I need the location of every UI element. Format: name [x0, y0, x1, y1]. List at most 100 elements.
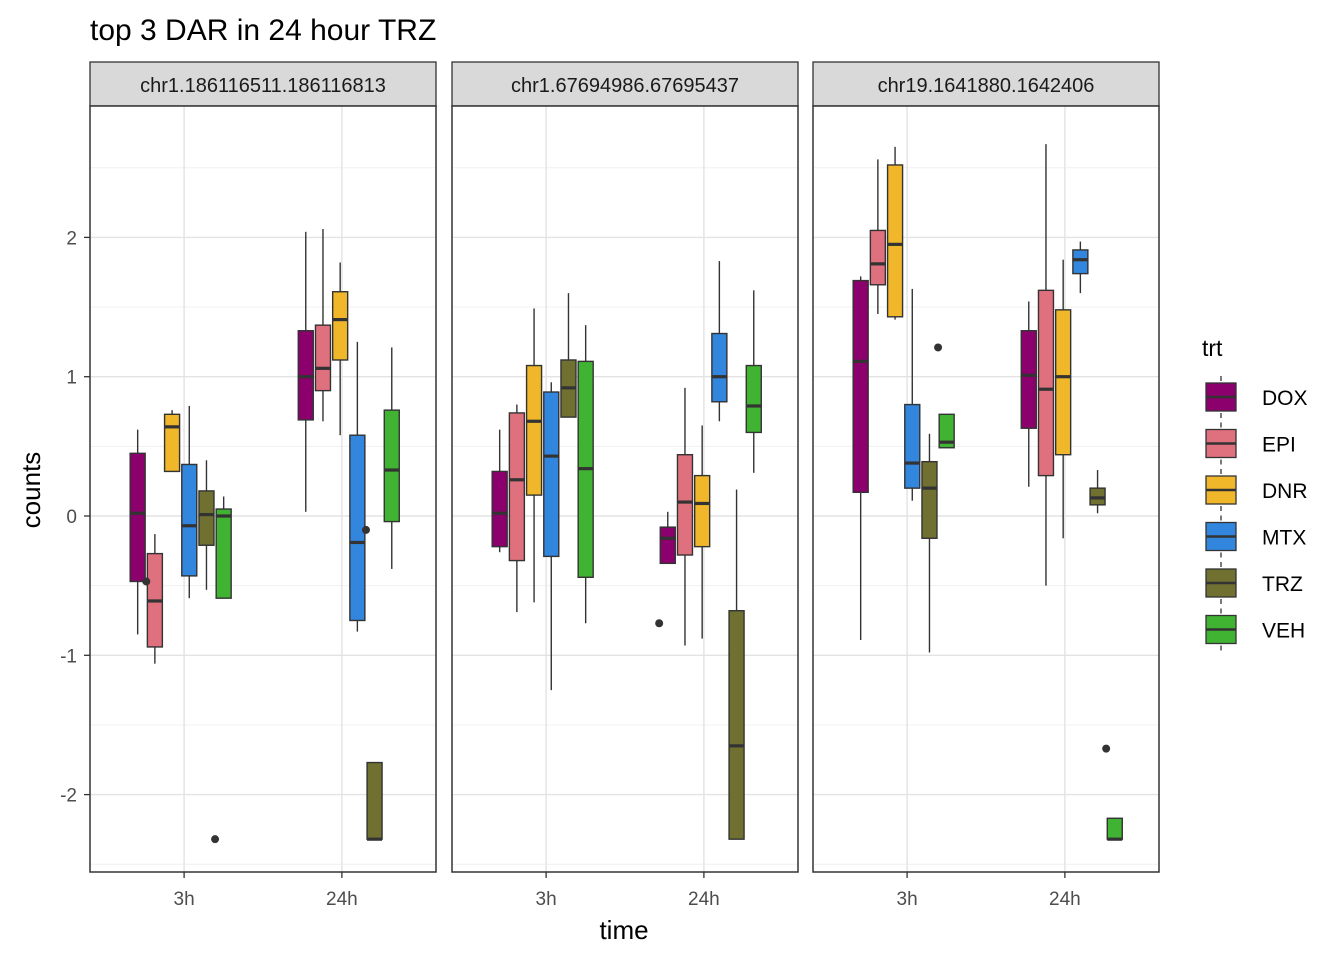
box-trz [1089, 470, 1106, 514]
box-dox [852, 276, 869, 640]
legend-label: DNR [1262, 480, 1308, 503]
box-epi [142, 534, 164, 664]
box-iqr [198, 490, 215, 546]
facet-strip-label: chr1.186116511.186116813 [140, 75, 386, 97]
legend: trt DOX EPI DNR MTX TRZ VEH [1202, 335, 1308, 651]
box-iqr [129, 452, 146, 583]
legend-label: DOX [1262, 387, 1308, 410]
y-tick-label: 0 [66, 507, 77, 528]
box-trz [921, 433, 938, 653]
box-mtx [904, 288, 921, 501]
outlier-point [361, 525, 370, 534]
legend-item-veh: VEH [1205, 608, 1305, 651]
outlier-point [211, 835, 220, 844]
outlier-point [934, 343, 943, 352]
box-dox [129, 429, 146, 635]
box-iqr [1054, 309, 1072, 456]
legend-title: trt [1202, 335, 1223, 361]
outlier-point [142, 577, 151, 586]
box-dnr [525, 308, 543, 603]
box-iqr [383, 409, 400, 523]
facet-strip [812, 61, 1160, 107]
x-tick-label: 24h [326, 889, 358, 910]
box-mtx [711, 261, 728, 422]
box-iqr [543, 391, 560, 558]
box-dnr [163, 410, 181, 473]
box-dox [655, 511, 676, 628]
box-iqr [852, 279, 869, 494]
facet-panel: chr1.186116511.186116813 3h 24h -2 -1 0 1 2 [60, 61, 437, 910]
chart-title: top 3 DAR in 24 hour TRZ [90, 14, 436, 47]
panel-border [812, 105, 1160, 873]
facet-strip [451, 61, 799, 107]
box-dnr [886, 146, 904, 320]
box-iqr [1020, 330, 1037, 429]
box-iqr [525, 364, 543, 496]
box-dox [1020, 301, 1037, 487]
x-axis-title: time [599, 915, 648, 945]
box-veh [1102, 744, 1123, 841]
box-iqr [1106, 817, 1123, 840]
y-tick-label: -2 [60, 786, 77, 807]
box-iqr [869, 229, 887, 286]
box-iqr [1037, 289, 1055, 477]
box-dnr [1054, 259, 1072, 539]
legend-item-epi: EPI [1205, 422, 1296, 465]
box-epi [1037, 144, 1055, 586]
facet-panel: chr1.67694986.67695437 3h 24h [451, 61, 799, 910]
facet-strip [89, 61, 437, 107]
box-epi [508, 404, 526, 613]
box-mtx [181, 405, 198, 599]
outlier-point [1102, 744, 1111, 753]
legend-label: VEH [1262, 620, 1305, 643]
box-iqr [215, 508, 232, 599]
facet-strip-label: chr19.1641880.1642406 [878, 75, 1095, 97]
legend-item-dnr: DNR [1205, 469, 1308, 511]
box-iqr [921, 460, 938, 539]
box-epi [869, 159, 887, 315]
y-tick-label: -1 [60, 646, 77, 667]
box-iqr [711, 332, 728, 403]
legend-item-mtx: MTX [1205, 515, 1306, 558]
box-veh [383, 347, 400, 569]
outlier-point [655, 619, 664, 628]
y-tick-label: 2 [66, 228, 77, 249]
legend-label: TRZ [1262, 573, 1303, 596]
y-axis-title: counts [16, 452, 46, 529]
box-iqr [904, 403, 921, 489]
box-veh [934, 343, 955, 449]
y-tick-label: 1 [66, 368, 77, 389]
box-dox [297, 231, 314, 512]
box-trz [560, 293, 577, 418]
box-dnr [693, 425, 711, 639]
x-tick-label: 3h [174, 889, 195, 910]
box-iqr [938, 413, 955, 449]
box-trz [198, 460, 215, 590]
box-trz [361, 525, 383, 841]
box-veh [577, 325, 594, 624]
box-mtx [543, 382, 560, 691]
box-iqr [1072, 249, 1089, 275]
panel-border [451, 105, 799, 873]
x-tick-label: 3h [536, 889, 557, 910]
x-tick-label: 3h [897, 889, 918, 910]
box-epi [676, 387, 694, 646]
box-iqr [693, 474, 711, 548]
box-iqr [745, 364, 762, 434]
box-dox [491, 429, 508, 553]
box-mtx [1072, 241, 1089, 294]
box-iqr [728, 610, 745, 840]
box-veh [745, 290, 762, 473]
legend-label: MTX [1262, 527, 1306, 550]
x-tick-label: 24h [688, 889, 720, 910]
panel-background [90, 106, 436, 872]
facet-strip-label: chr1.67694986.67695437 [511, 75, 739, 97]
box-iqr [366, 761, 383, 840]
box-iqr [676, 454, 694, 556]
box-iqr [886, 164, 904, 318]
box-iqr [659, 526, 676, 565]
facet-panel: chr19.1641880.1642406 3h 24h [812, 61, 1160, 910]
box-iqr [508, 412, 526, 562]
box-iqr [331, 291, 349, 361]
